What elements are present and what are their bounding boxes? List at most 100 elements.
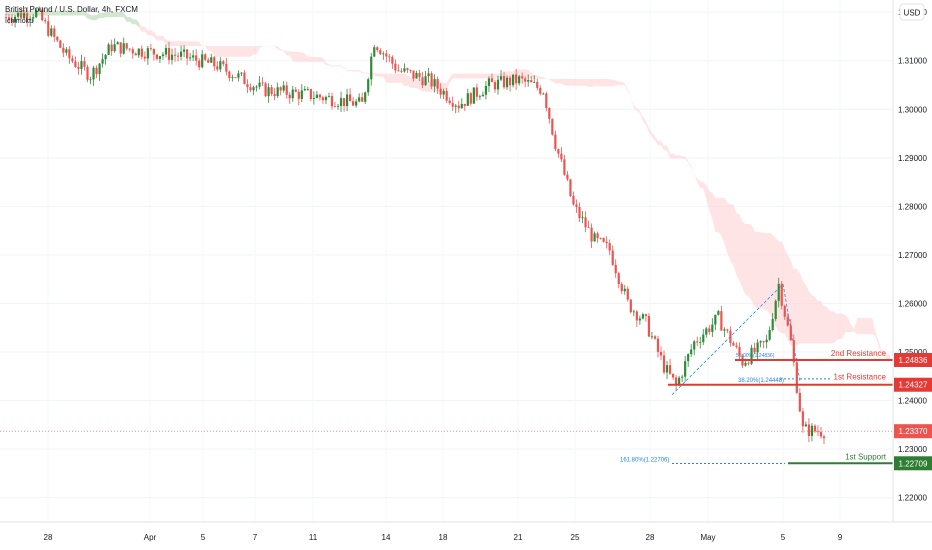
candle-body — [285, 85, 288, 95]
candle-body — [53, 28, 56, 37]
candle-body — [41, 9, 44, 21]
price-tick-label: 1.27000 — [898, 251, 927, 260]
time-tick-label: Apr — [144, 533, 157, 542]
candle-body — [819, 432, 823, 437]
candle-body — [195, 55, 198, 61]
candle-body — [176, 55, 180, 57]
candle-body — [783, 305, 786, 317]
candle-body — [89, 79, 92, 81]
time-tick-label: 21 — [514, 533, 523, 542]
price-axis-tag-text: 1.24327 — [899, 381, 928, 390]
candlestick-series — [4, 6, 826, 445]
candle-body — [415, 72, 418, 79]
time-tick-label: 28 — [44, 533, 53, 542]
time-tick-label: 5 — [781, 533, 786, 542]
fib-label: 50.00%(1.24836) — [736, 353, 775, 359]
candle-body — [182, 49, 186, 52]
candle-body — [454, 105, 457, 107]
candle-body — [705, 328, 708, 335]
candle-body — [647, 316, 651, 337]
candle-body — [231, 77, 234, 79]
candle-body — [234, 77, 237, 79]
candle-body — [95, 67, 98, 75]
candle-body — [798, 392, 801, 412]
candle-body — [674, 377, 678, 385]
candle-body — [578, 207, 581, 219]
candle-body — [400, 70, 403, 72]
fib-label: 161.80%(1.22706) — [620, 457, 669, 463]
time-tick-label: 5 — [201, 533, 206, 542]
price-tick-label: 1.26000 — [898, 299, 927, 308]
candle-body — [149, 48, 152, 50]
candle-body — [560, 153, 563, 160]
chart-grid — [0, 11, 893, 499]
candle-body — [56, 36, 59, 41]
candle-body — [207, 59, 210, 63]
candle-body — [780, 283, 783, 306]
candle-body — [146, 48, 149, 59]
candle-body — [478, 96, 481, 98]
candle-body — [611, 250, 614, 265]
candle-body — [243, 72, 246, 85]
candle-body — [813, 425, 817, 432]
candle-body — [173, 54, 177, 56]
candle-body — [533, 82, 536, 83]
price-axis-tag — [894, 377, 932, 392]
time-tick-label: 11 — [309, 533, 318, 542]
price-tick-label: 1.24000 — [898, 397, 927, 406]
candle-body — [68, 49, 71, 59]
candle-body — [723, 329, 726, 331]
candle-body — [714, 314, 717, 325]
candle-body — [575, 204, 578, 208]
candle-body — [527, 80, 530, 82]
candle-body — [659, 351, 663, 356]
resistance-1-label: 1st Resistance — [834, 373, 887, 382]
chart-title: British Pound / U.S. Dollar, 4h, FXCM — [5, 5, 138, 14]
candle-body — [216, 66, 219, 70]
candle-body — [638, 318, 641, 321]
candle-body — [394, 63, 397, 71]
candle-body — [161, 54, 165, 57]
candle-body — [765, 339, 768, 343]
candle-body — [261, 82, 264, 84]
candle-body — [671, 373, 675, 378]
candle-body — [439, 88, 442, 95]
candle-body — [128, 48, 131, 50]
candle-body — [167, 48, 171, 60]
candle-body — [264, 83, 267, 97]
candle-body — [158, 56, 162, 59]
candle-body — [19, 12, 23, 19]
candle-body — [681, 376, 684, 378]
candle-body — [536, 82, 539, 88]
candle-body — [690, 349, 693, 355]
candle-body — [110, 44, 113, 52]
candle-body — [822, 436, 826, 439]
candle-body — [59, 40, 62, 48]
cloud-bearish — [6, 10, 890, 361]
candle-body — [249, 87, 252, 91]
candle-body — [222, 61, 225, 64]
candle-body — [47, 21, 50, 36]
candle-body — [228, 71, 231, 79]
candle-body — [762, 341, 765, 343]
currency-button[interactable] — [899, 3, 925, 21]
time-tick-label: 7 — [253, 533, 258, 542]
time-tick-label: May — [700, 533, 715, 542]
candle-body — [288, 94, 291, 99]
candle-body — [125, 43, 128, 49]
candle-body — [499, 76, 503, 80]
candle-body — [330, 96, 334, 107]
candle-body — [693, 341, 696, 350]
candle-body — [641, 314, 644, 319]
candle-body — [379, 50, 382, 55]
candle-body — [13, 16, 17, 23]
candle-body — [23, 13, 26, 19]
candle-body — [29, 18, 32, 21]
candle-body — [518, 76, 521, 84]
candle-body — [74, 61, 77, 67]
candle-body — [650, 336, 654, 338]
candle-body — [80, 61, 83, 69]
candle-body — [807, 424, 811, 437]
candle-body — [418, 72, 421, 78]
